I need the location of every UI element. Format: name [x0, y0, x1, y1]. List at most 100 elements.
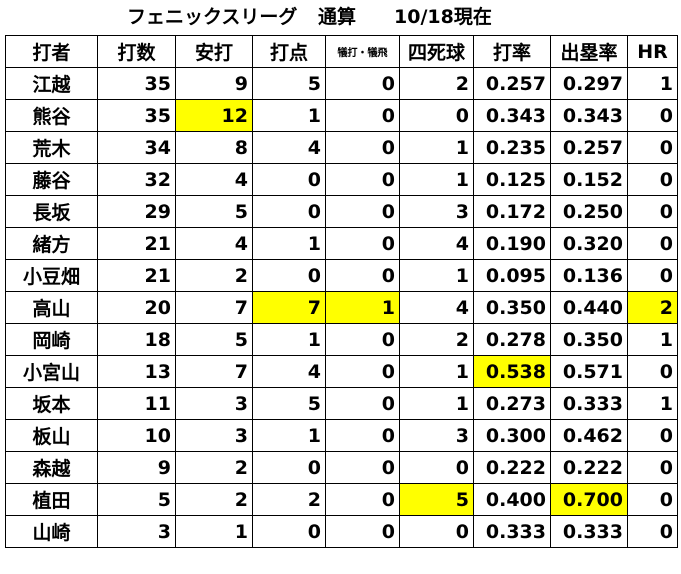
batting-average-cell: 0.278	[473, 323, 551, 356]
header-at-bats: 打数	[97, 35, 176, 68]
rbi-cell: 0	[252, 195, 326, 228]
table-row: 山崎 3 1 0 0 0 0.333 0.333 0	[5, 515, 678, 548]
sacrifice-cell: 0	[325, 387, 400, 420]
table-row: 植田 5 2 2 0 5 0.400 0.700 0	[5, 483, 678, 516]
batter-name-cell: 緒方	[5, 227, 98, 260]
table-body: 江越 35 9 5 0 2 0.257 0.297 1 熊谷 35 12 1 0 0 0.343 0.343 0 荒…	[5, 67, 678, 548]
walks-hbp-cell: 0	[399, 451, 474, 484]
sacrifice-cell: 0	[325, 323, 400, 356]
at-bats-cell: 32	[97, 163, 176, 196]
hits-cell: 12	[175, 99, 253, 132]
hits-cell: 4	[175, 227, 253, 260]
on-base-percentage-cell: 0.571	[550, 355, 628, 388]
rbi-cell: 0	[252, 163, 326, 196]
header-walks-hbp: 四死球	[399, 35, 474, 68]
hits-cell: 2	[175, 483, 253, 516]
walks-hbp-cell: 1	[399, 355, 474, 388]
batter-name-cell: 長坂	[5, 195, 98, 228]
batter-name-cell: 森越	[5, 451, 98, 484]
home-runs-cell: 1	[627, 67, 678, 100]
hits-cell: 3	[175, 419, 253, 452]
header-hits: 安打	[175, 35, 253, 68]
sacrifice-cell: 0	[325, 355, 400, 388]
rbi-cell: 4	[252, 355, 326, 388]
on-base-percentage-cell: 0.297	[550, 67, 628, 100]
header-rbi: 打点	[252, 35, 326, 68]
batter-name-cell: 藤谷	[5, 163, 98, 196]
sacrifice-cell: 0	[325, 259, 400, 292]
at-bats-cell: 11	[97, 387, 176, 420]
at-bats-cell: 13	[97, 355, 176, 388]
batter-name-cell: 小豆畑	[5, 259, 98, 292]
on-base-percentage-cell: 0.257	[550, 131, 628, 164]
batting-average-cell: 0.300	[473, 419, 551, 452]
rbi-cell: 1	[252, 227, 326, 260]
batter-name-cell: 江越	[5, 67, 98, 100]
at-bats-cell: 34	[97, 131, 176, 164]
home-runs-cell: 1	[627, 387, 678, 420]
table-row: 小豆畑 21 2 0 0 1 0.095 0.136 0	[5, 259, 678, 292]
home-runs-cell: 0	[627, 515, 678, 548]
table-row: 岡崎 18 5 1 0 2 0.278 0.350 1	[5, 323, 678, 356]
table-row: 緒方 21 4 1 0 4 0.190 0.320 0	[5, 227, 678, 260]
rbi-cell: 2	[252, 483, 326, 516]
at-bats-cell: 21	[97, 227, 176, 260]
at-bats-cell: 21	[97, 259, 176, 292]
sacrifice-cell: 1	[325, 291, 400, 324]
sacrifice-cell: 0	[325, 131, 400, 164]
batting-average-cell: 0.343	[473, 99, 551, 132]
hits-cell: 5	[175, 323, 253, 356]
batting-average-cell: 0.222	[473, 451, 551, 484]
at-bats-cell: 9	[97, 451, 176, 484]
batting-average-cell: 0.350	[473, 291, 551, 324]
walks-hbp-cell: 3	[399, 419, 474, 452]
batter-name-cell: 荒木	[5, 131, 98, 164]
at-bats-cell: 35	[97, 67, 176, 100]
batter-name-cell: 高山	[5, 291, 98, 324]
rbi-cell: 7	[252, 291, 326, 324]
on-base-percentage-cell: 0.152	[550, 163, 628, 196]
at-bats-cell: 29	[97, 195, 176, 228]
walks-hbp-cell: 0	[399, 515, 474, 548]
walks-hbp-cell: 1	[399, 163, 474, 196]
on-base-percentage-cell: 0.343	[550, 99, 628, 132]
sacrifice-cell: 0	[325, 451, 400, 484]
batter-name-cell: 板山	[5, 419, 98, 452]
rbi-cell: 5	[252, 67, 326, 100]
batter-name-cell: 小宮山	[5, 355, 98, 388]
hits-cell: 4	[175, 163, 253, 196]
batting-average-cell: 0.190	[473, 227, 551, 260]
home-runs-cell: 0	[627, 131, 678, 164]
sacrifice-cell: 0	[325, 99, 400, 132]
home-runs-cell: 0	[627, 355, 678, 388]
home-runs-cell: 0	[627, 163, 678, 196]
batter-name-cell: 坂本	[5, 387, 98, 420]
hits-cell: 7	[175, 355, 253, 388]
on-base-percentage-cell: 0.440	[550, 291, 628, 324]
hits-cell: 2	[175, 259, 253, 292]
home-runs-cell: 2	[627, 291, 678, 324]
at-bats-cell: 20	[97, 291, 176, 324]
table-row: 江越 35 9 5 0 2 0.257 0.297 1	[5, 67, 678, 100]
header-on-base-percentage: 出塁率	[550, 35, 628, 68]
rbi-cell: 1	[252, 419, 326, 452]
header-home-runs: HR	[627, 35, 678, 68]
on-base-percentage-cell: 0.350	[550, 323, 628, 356]
table-row: 長坂 29 5 0 0 3 0.172 0.250 0	[5, 195, 678, 228]
header-sacrifice: 犠打・犠飛	[325, 35, 400, 68]
header-row: 打者 打数 安打 打点 犠打・犠飛 四死球 打率 出塁率 HR	[5, 35, 678, 68]
batting-average-cell: 0.257	[473, 67, 551, 100]
table-title: フェニックスリーグ 通算 10/18現在	[0, 0, 681, 34]
walks-hbp-cell: 2	[399, 67, 474, 100]
at-bats-cell: 3	[97, 515, 176, 548]
on-base-percentage-cell: 0.462	[550, 419, 628, 452]
home-runs-cell: 0	[627, 451, 678, 484]
table-row: 荒木 34 8 4 0 1 0.235 0.257 0	[5, 131, 678, 164]
title-scope: 通算	[318, 6, 357, 28]
batting-average-cell: 0.538	[473, 355, 551, 388]
at-bats-cell: 18	[97, 323, 176, 356]
hits-cell: 1	[175, 515, 253, 548]
hits-cell: 5	[175, 195, 253, 228]
batting-average-cell: 0.125	[473, 163, 551, 196]
home-runs-cell: 0	[627, 99, 678, 132]
